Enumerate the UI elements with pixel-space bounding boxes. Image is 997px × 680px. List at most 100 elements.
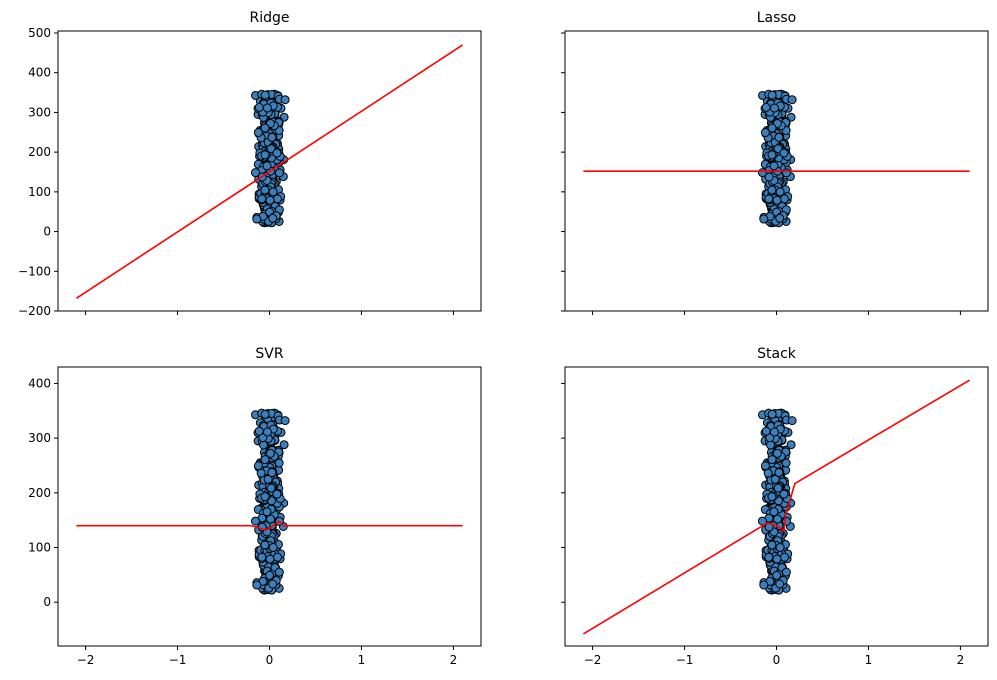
data-point: [268, 579, 278, 589]
stack-plot-area: [582, 379, 971, 635]
data-point: [761, 426, 771, 436]
y-tick-label: 100: [28, 185, 51, 199]
x-tick-label: 1: [358, 653, 366, 667]
data-point: [268, 213, 278, 223]
data-point: [774, 132, 784, 142]
lasso-scatter: [757, 89, 797, 228]
svr-prediction-line: [76, 520, 463, 531]
svr-panel: SVR −2 −1 0 1 2 0 100 200 300 400: [28, 346, 482, 667]
data-point: [767, 540, 777, 550]
data-point: [769, 103, 779, 113]
data-point: [775, 213, 785, 223]
data-point: [260, 409, 270, 419]
y-tick-label: 0: [43, 595, 51, 609]
data-point: [787, 95, 797, 105]
data-point: [769, 161, 779, 171]
data-point: [775, 543, 785, 553]
data-point: [781, 458, 791, 468]
data-point: [260, 185, 270, 195]
data-point: [263, 474, 273, 484]
data-point: [274, 567, 284, 577]
data-point: [767, 150, 777, 160]
data-point: [262, 103, 272, 113]
data-point: [262, 507, 272, 517]
data-point: [763, 468, 773, 478]
data-point: [268, 543, 278, 553]
data-point: [260, 150, 270, 160]
y-tick-label: 300: [28, 431, 51, 445]
data-point: [764, 552, 774, 562]
data-point: [268, 187, 278, 197]
ridge-prediction-line: [75, 44, 464, 299]
data-point: [772, 570, 782, 580]
data-point: [266, 483, 276, 493]
data-point: [260, 540, 270, 550]
data-point: [252, 214, 262, 224]
x-tick-label: 1: [865, 653, 873, 667]
data-point: [767, 185, 777, 195]
stack-prediction-line: [582, 379, 971, 635]
x-tick-label: −2: [77, 653, 95, 667]
data-point: [266, 514, 276, 524]
data-point: [769, 427, 779, 437]
data-point: [767, 123, 777, 133]
data-point: [267, 132, 277, 142]
data-point: [787, 416, 797, 426]
data-point: [265, 570, 275, 580]
data-point: [764, 194, 774, 204]
data-point: [769, 507, 779, 517]
ridge-title: Ridge: [249, 10, 289, 26]
data-point: [253, 127, 263, 137]
data-point: [254, 426, 264, 436]
data-point: [780, 194, 790, 204]
data-point: [262, 161, 272, 171]
data-point: [250, 168, 260, 178]
data-point: [257, 194, 267, 204]
data-point: [774, 468, 784, 478]
data-point: [265, 195, 275, 205]
lasso-plot-area: [583, 89, 970, 228]
data-point: [786, 440, 796, 450]
stack-panel: Stack −2 −1 0 1 2: [561, 346, 989, 667]
x-tick-label: 2: [957, 653, 965, 667]
data-point: [280, 416, 290, 426]
data-point: [265, 448, 275, 458]
data-point: [260, 492, 270, 502]
y-tick-label: −100: [18, 264, 51, 278]
data-point: [779, 489, 789, 499]
x-tick-label: 0: [773, 653, 781, 667]
data-point: [781, 516, 791, 526]
y-tick-label: 0: [43, 225, 51, 239]
data-point: [267, 468, 277, 478]
data-point: [260, 123, 270, 133]
data-point: [781, 168, 791, 178]
data-point: [779, 148, 789, 158]
data-point: [273, 194, 283, 204]
y-tick-label: 400: [28, 376, 51, 390]
ridge-plot-area: [75, 44, 464, 299]
lasso-panel: Lasso: [561, 10, 989, 315]
data-point: [773, 514, 783, 524]
y-tick-label: 300: [28, 105, 51, 119]
data-point: [781, 567, 791, 577]
svr-scatter: [250, 408, 290, 595]
data-point: [759, 214, 769, 224]
lasso-title: Lasso: [757, 10, 797, 26]
data-point: [767, 492, 777, 502]
x-tick-label: 2: [450, 653, 458, 667]
data-point: [772, 448, 782, 458]
stack-scatter: [757, 408, 797, 595]
data-point: [767, 409, 777, 419]
data-point: [253, 461, 263, 471]
data-point: [767, 455, 777, 465]
data-point: [252, 580, 262, 590]
data-point: [260, 90, 270, 100]
ridge-scatter: [250, 89, 290, 228]
y-tick-label: 200: [28, 486, 51, 500]
stack-title: Stack: [757, 346, 797, 362]
x-tick-label: −2: [584, 653, 602, 667]
svr-plot-area: [76, 408, 463, 595]
x-tick-label: −1: [169, 653, 187, 667]
data-point: [272, 148, 282, 158]
